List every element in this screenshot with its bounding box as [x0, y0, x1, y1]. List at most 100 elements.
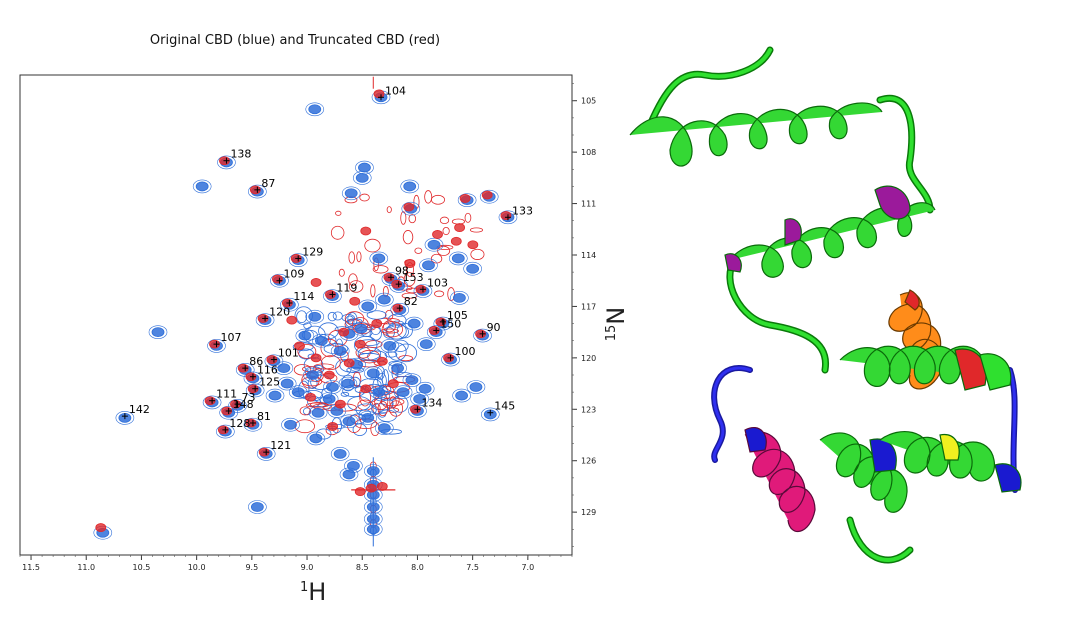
contour-blob: [293, 364, 312, 376]
blue-peak-contour: [219, 405, 238, 420]
blue-peak-contour: [452, 388, 471, 403]
plot-frame: [19, 74, 573, 556]
blue-peak-contour: [281, 417, 300, 432]
contour-blob: [408, 214, 417, 224]
peak-label: 128: [229, 417, 250, 430]
peak-label: 116: [257, 364, 278, 377]
blue-peak-contour: [352, 171, 372, 185]
blue-peak: [427, 239, 441, 250]
contour-blob: [424, 190, 433, 204]
blue-peak: [308, 311, 322, 322]
contour-blob: [303, 322, 312, 330]
blue-peak-contour: [479, 189, 499, 204]
y-tick-label: 126: [581, 457, 596, 466]
blue-peak-contour: [375, 421, 394, 435]
x-axis-label-nucleus: H: [308, 578, 327, 606]
red-peak: [365, 483, 377, 493]
blue-peak-contour: [419, 258, 438, 273]
blue-peak: [284, 419, 297, 430]
y-tick-label: 120: [581, 354, 596, 363]
blue-peak-contour: [416, 337, 436, 351]
blue-peak-contour: [274, 361, 294, 375]
red-peak: [467, 240, 479, 250]
y-tick-label: 123: [581, 405, 596, 414]
blue-peak-contour: [323, 380, 342, 394]
blue-peak-contour: [303, 368, 322, 382]
contour-blob: [372, 265, 389, 274]
contour-blob: [400, 211, 407, 225]
red-peak: [272, 274, 283, 284]
red-peak: [95, 523, 107, 532]
blue-peak: [342, 469, 356, 480]
contour-blob: [296, 310, 308, 324]
blue-peak-contour: [248, 184, 267, 199]
contour-blob: [320, 355, 341, 370]
blue-peak: [280, 378, 294, 389]
blue-peak: [306, 370, 319, 380]
blue-peak: [322, 394, 336, 404]
blue-peak: [277, 363, 291, 374]
blue-peak-contour: [243, 417, 263, 432]
blue-peak-contour: [433, 316, 453, 331]
red-peak: [310, 353, 322, 363]
blue-peak: [326, 382, 339, 392]
x-tick-label: 9.5: [245, 563, 258, 572]
blue-peak-contour: [270, 273, 289, 288]
peak-label: 121: [270, 439, 291, 452]
blue-peak: [396, 387, 410, 398]
blue-peak-contour: [358, 411, 378, 425]
blue-peak-contour: [207, 339, 226, 353]
blue-peak-contour: [363, 366, 383, 381]
blue-peak-contour: [410, 392, 429, 406]
blue-peak: [309, 433, 323, 444]
ribbon-loop-left-inner: [728, 258, 828, 372]
blue-peak-contour: [498, 210, 518, 225]
protein-structure-ribbon: [629, 46, 1022, 564]
red-peak: [294, 341, 305, 351]
y-tick-label: 129: [581, 508, 596, 517]
contour-blob: [389, 396, 397, 409]
blue-peak-contour: [393, 385, 413, 399]
red-peak: [349, 296, 361, 306]
blue-peak-contour: [473, 328, 492, 343]
contour-blob: [439, 216, 450, 225]
blue-peak-contour: [363, 522, 383, 537]
x-axis-label: 1H: [300, 578, 326, 606]
peak-label: 153: [403, 271, 424, 284]
blue-peak-contour: [148, 325, 168, 339]
blue-peak-contour: [481, 407, 500, 422]
contour-blob: [371, 403, 389, 415]
contour-blob: [383, 320, 396, 333]
blue-peak-contour: [339, 414, 359, 429]
helix-4: [839, 345, 1012, 391]
contour-blob: [442, 226, 450, 236]
peak-label: 150: [440, 317, 461, 330]
blue-peak-contour: [388, 361, 407, 375]
peak-label: 109: [283, 268, 304, 281]
contour-blob: [353, 323, 372, 335]
blue-peak-contour: [424, 237, 444, 252]
blue-peak-contour: [369, 385, 389, 399]
x-axis-label-isotope: 1: [300, 580, 309, 595]
blue-peak: [291, 387, 305, 398]
peak-label: 90: [487, 321, 501, 334]
red-peak: [360, 384, 372, 394]
blue-peak: [314, 335, 328, 346]
helix-6: [819, 432, 908, 513]
peak-label: 134: [421, 396, 442, 409]
y-axis-ticks: 105 108 111 114 117 120 123 126 129: [572, 83, 596, 547]
blue-peak-contour: [295, 328, 315, 343]
contour-blob: [386, 206, 392, 214]
x-tick-label: 9.0: [301, 563, 314, 572]
blue-peak-contour: [448, 251, 468, 266]
contour-blob: [370, 284, 376, 298]
ribbon-loop-top: [646, 46, 774, 129]
helix-1: [629, 102, 883, 167]
x-axis-ticks: 11.5 11.0 10.5 10.0 9.5 9.0 8.5 8.0 7.5 7.0: [19, 555, 573, 572]
peak-label: 148: [233, 398, 254, 411]
peak-label: 114: [293, 290, 314, 303]
contour-blob: [313, 363, 335, 370]
blue-peak: [298, 330, 312, 341]
contour-blob: [366, 310, 387, 320]
blue-peak-contour: [202, 395, 222, 410]
